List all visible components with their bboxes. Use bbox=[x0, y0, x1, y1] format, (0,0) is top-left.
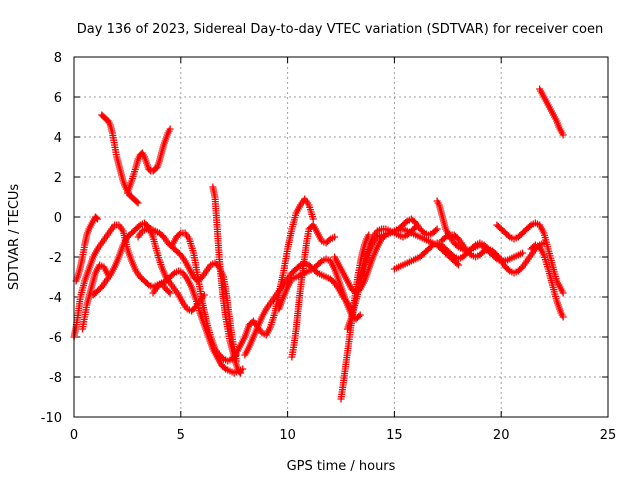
data-point bbox=[92, 214, 100, 222]
series-prn-x bbox=[493, 219, 567, 297]
data-point bbox=[433, 225, 441, 233]
data-point bbox=[156, 280, 164, 288]
y-tick-label: 6 bbox=[54, 91, 62, 106]
data-point bbox=[466, 250, 474, 258]
data-point bbox=[331, 233, 339, 241]
y-tick-label: 8 bbox=[54, 51, 62, 66]
y-tick-label: -8 bbox=[49, 371, 62, 386]
data-point bbox=[559, 289, 567, 297]
data-point bbox=[133, 198, 141, 206]
series-prn-b bbox=[72, 213, 101, 285]
data-point bbox=[410, 224, 418, 232]
data-point bbox=[559, 131, 567, 139]
x-tick-label: 5 bbox=[177, 428, 185, 443]
data-point bbox=[453, 260, 461, 268]
y-tick-label: -4 bbox=[49, 291, 62, 306]
chart-title: Day 136 of 2023, Sidereal Day-to-day VTE… bbox=[77, 22, 603, 37]
data-point bbox=[166, 125, 174, 133]
series-prn-a bbox=[70, 221, 174, 341]
y-tick-label: 0 bbox=[54, 211, 62, 226]
data-point bbox=[93, 215, 101, 223]
x-tick-label: 20 bbox=[493, 428, 510, 443]
data-point bbox=[519, 249, 527, 257]
data-point bbox=[220, 364, 228, 372]
data-point bbox=[356, 311, 364, 319]
series-prn-o bbox=[275, 255, 364, 323]
data-point bbox=[432, 226, 440, 234]
data-point bbox=[175, 230, 183, 238]
data-point bbox=[166, 289, 174, 297]
y-tick-label: -10 bbox=[41, 411, 62, 426]
data-point bbox=[454, 261, 462, 269]
x-tick-label: 15 bbox=[386, 428, 403, 443]
series-prn-f bbox=[123, 125, 174, 197]
data-point bbox=[316, 258, 324, 266]
data-point bbox=[504, 232, 512, 240]
data-point bbox=[237, 369, 245, 377]
data-point bbox=[135, 222, 143, 230]
y-tick-label: -6 bbox=[49, 331, 62, 346]
series-prn-w bbox=[437, 231, 548, 277]
data-point bbox=[402, 218, 410, 226]
data-point bbox=[419, 228, 427, 236]
series-prn-z bbox=[527, 241, 567, 321]
data-point bbox=[309, 215, 317, 223]
series-prn-p bbox=[288, 221, 339, 361]
data-point bbox=[232, 357, 240, 365]
series-prn-d bbox=[89, 233, 131, 299]
x-tick-label: 0 bbox=[70, 428, 78, 443]
data-point bbox=[526, 222, 534, 230]
axis-ticks: 0 5 10 15 20 25 -10 -8 -6 -4 -2 0 2 4 6 8 bbox=[41, 51, 617, 443]
data-point bbox=[440, 234, 448, 242]
data-point bbox=[165, 288, 173, 296]
plot-frame bbox=[73, 56, 609, 418]
data-point bbox=[143, 280, 151, 288]
x-tick-label: 10 bbox=[279, 428, 296, 443]
data-point bbox=[504, 266, 512, 274]
data-point bbox=[449, 252, 457, 260]
data-point bbox=[169, 270, 177, 278]
data-point bbox=[236, 368, 244, 376]
data-point bbox=[355, 312, 363, 320]
data-point bbox=[325, 236, 333, 244]
series-prn-y bbox=[536, 85, 567, 139]
data-point bbox=[200, 291, 208, 299]
y-axis-label: SDTVAR / TECUs bbox=[7, 184, 22, 291]
series-prn-l bbox=[220, 273, 240, 365]
data-point bbox=[412, 223, 420, 231]
y-tick-label: 4 bbox=[54, 131, 62, 146]
series-prn-t bbox=[356, 223, 420, 281]
data-point bbox=[453, 242, 461, 250]
y-tick-label: 2 bbox=[54, 171, 62, 186]
series-prn-c bbox=[79, 261, 112, 333]
y-tick-label: -2 bbox=[49, 251, 62, 266]
x-tick-label: 25 bbox=[600, 428, 617, 443]
data-point bbox=[427, 242, 435, 250]
data-marks bbox=[70, 85, 567, 403]
x-axis-label: GPS time / hours bbox=[287, 459, 396, 474]
data-point bbox=[559, 313, 567, 321]
data-point bbox=[218, 354, 226, 362]
data-point bbox=[134, 199, 142, 207]
data-point bbox=[479, 248, 487, 256]
